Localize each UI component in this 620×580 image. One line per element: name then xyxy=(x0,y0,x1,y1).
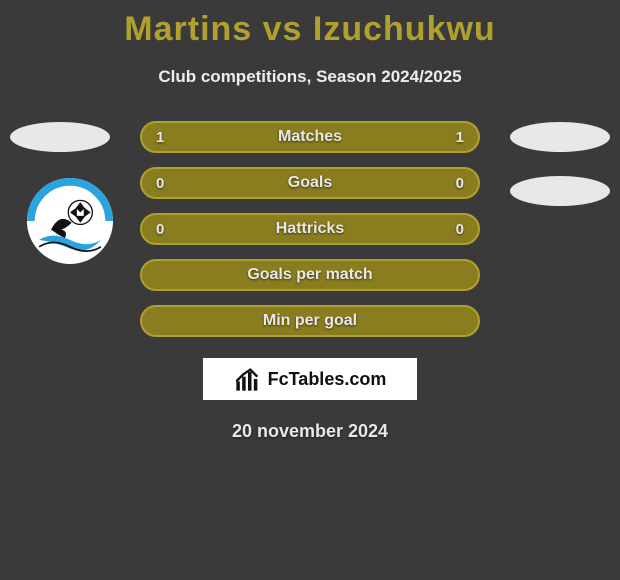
stat-bar-goals-per-match: Goals per match xyxy=(140,259,480,291)
chart-line-icon xyxy=(234,365,262,393)
stat-bar-hattricks: 0 Hattricks 0 xyxy=(140,213,480,245)
subtitle: Club competitions, Season 2024/2025 xyxy=(0,67,620,87)
stat-label: Hattricks xyxy=(276,220,344,238)
player-badge-right xyxy=(510,122,610,152)
stat-right-value: 0 xyxy=(456,221,464,238)
stat-bar-matches: 1 Matches 1 xyxy=(140,121,480,153)
stat-left-value: 0 xyxy=(156,175,164,192)
page-title: Martins vs Izuchukwu xyxy=(0,0,620,49)
player-badge-left xyxy=(10,122,110,152)
comparison-bars: 1 Matches 1 0 Goals 0 0 Hattricks 0 Goal… xyxy=(140,121,480,337)
player-badge-right-2 xyxy=(510,176,610,206)
stat-bar-min-per-goal: Min per goal xyxy=(140,305,480,337)
stat-right-value: 0 xyxy=(456,175,464,192)
brand-label: FcTables.com xyxy=(268,369,387,390)
club-logo xyxy=(27,178,113,264)
stat-left-value: 0 xyxy=(156,221,164,238)
stat-label: Min per goal xyxy=(263,312,357,330)
stat-label: Matches xyxy=(278,128,342,146)
dolphin-club-icon xyxy=(27,178,113,264)
stat-right-value: 1 xyxy=(456,129,464,146)
stat-label: Goals xyxy=(288,174,332,192)
stat-bar-goals: 0 Goals 0 xyxy=(140,167,480,199)
stat-label: Goals per match xyxy=(247,266,372,284)
brand-logo-box[interactable]: FcTables.com xyxy=(202,357,418,401)
stat-left-value: 1 xyxy=(156,129,164,146)
date-label: 20 november 2024 xyxy=(0,421,620,442)
